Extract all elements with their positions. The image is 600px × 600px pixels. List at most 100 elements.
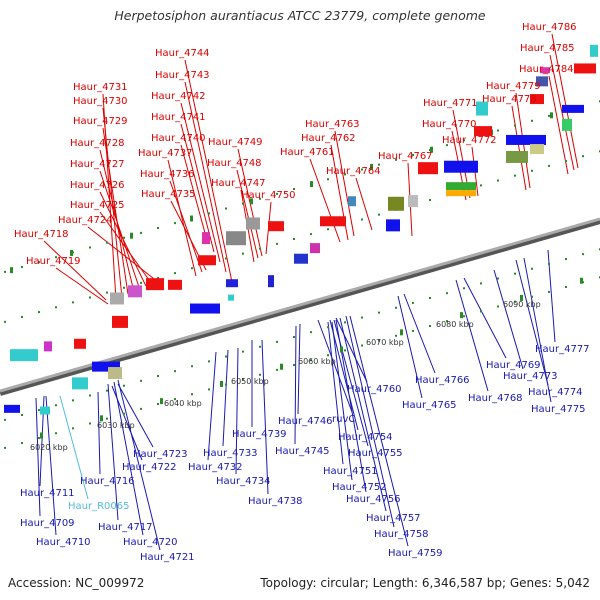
track-dot bbox=[548, 262, 550, 265]
track-dot bbox=[531, 267, 533, 270]
leader-line-bottom bbox=[547, 249, 556, 343]
kbp-tick-label: 6070 kbp bbox=[366, 338, 404, 347]
track-dot bbox=[157, 226, 159, 229]
gene-label-bottom: Haur_4755 bbox=[348, 448, 403, 459]
track-dot bbox=[21, 265, 23, 268]
leader-line-bottom bbox=[317, 319, 353, 413]
track-dot bbox=[21, 315, 23, 318]
track-dot bbox=[293, 364, 295, 367]
track-dot bbox=[191, 267, 193, 270]
gene-label-bottom: Haur_4768 bbox=[468, 393, 523, 404]
gene-label-top: Haur_4748 bbox=[207, 158, 262, 169]
track-tick bbox=[160, 398, 163, 405]
gene-reverse bbox=[108, 367, 122, 380]
gene-forward bbox=[476, 101, 488, 116]
leader-line-top bbox=[87, 226, 159, 283]
gene-label-bottom: Haur_4723 bbox=[133, 449, 188, 460]
track-dot bbox=[361, 218, 363, 221]
track-dot bbox=[106, 291, 108, 294]
track-tick bbox=[520, 294, 523, 301]
track-dot bbox=[123, 412, 125, 415]
track-dot bbox=[395, 158, 397, 161]
genome-title: Herpetosiphon aurantiacus ATCC 23779, co… bbox=[114, 8, 486, 23]
gene-label-bottom: Haur_4757 bbox=[366, 513, 421, 524]
gene-label-bottom: Haur_4733 bbox=[203, 448, 258, 459]
gene-label-top: Haur_4728 bbox=[70, 138, 125, 149]
track-dot bbox=[327, 326, 329, 329]
leader-line-bottom bbox=[294, 325, 297, 445]
track-dot bbox=[4, 418, 6, 421]
track-dot bbox=[344, 321, 346, 324]
track-dot bbox=[514, 272, 516, 275]
track-dot bbox=[242, 378, 244, 381]
leader-line-top bbox=[102, 127, 129, 295]
track-tick bbox=[310, 181, 313, 188]
track-dot bbox=[225, 257, 227, 260]
gene-forward bbox=[574, 63, 596, 74]
track-dot bbox=[361, 168, 363, 171]
gene-label-bottom: Haur_4746 bbox=[278, 416, 333, 427]
gene-forward bbox=[74, 338, 86, 349]
track-dot bbox=[429, 297, 431, 300]
gene-label-bottom: Haur_4710 bbox=[36, 537, 91, 548]
leader-line-bottom bbox=[97, 391, 101, 475]
gene-label-top: Haur_4735 bbox=[141, 189, 196, 200]
gene-reverse bbox=[386, 219, 400, 232]
track-tick bbox=[100, 415, 103, 422]
track-tick bbox=[340, 346, 343, 353]
gene-label-top: Haur_4727 bbox=[70, 159, 125, 170]
track-dot bbox=[514, 300, 516, 303]
leader-line-top bbox=[548, 75, 569, 175]
track-tick bbox=[550, 112, 553, 119]
leader-line-top bbox=[55, 267, 109, 305]
track-dot bbox=[463, 315, 465, 318]
gene-label-top: Haur_4763 bbox=[305, 119, 360, 130]
leader-line-top bbox=[169, 180, 203, 273]
track-dot bbox=[72, 427, 74, 430]
gene-label-top: Haur_4749 bbox=[208, 137, 263, 148]
gene-reverse bbox=[444, 160, 478, 173]
gene-forward bbox=[530, 94, 544, 105]
track-dot bbox=[191, 393, 193, 396]
leader-line-top bbox=[511, 105, 527, 191]
track-dot bbox=[582, 155, 584, 158]
gene-label-top: Haur_4772 bbox=[442, 135, 497, 146]
track-dot bbox=[378, 163, 380, 166]
leader-line-top bbox=[180, 123, 215, 253]
gene-label-top: Haur_4770 bbox=[422, 119, 477, 130]
track-dot bbox=[378, 213, 380, 216]
track-dot bbox=[157, 402, 159, 405]
leader-line-bottom bbox=[339, 317, 387, 512]
kbp-tick-label: 6060 kbp bbox=[298, 357, 336, 366]
gene-label-top: Haur_4740 bbox=[151, 133, 206, 144]
track-dot bbox=[38, 261, 40, 264]
track-dot bbox=[208, 360, 210, 363]
track-dot bbox=[106, 241, 108, 244]
leader-line-bottom bbox=[117, 379, 161, 551]
track-dot bbox=[531, 169, 533, 172]
leader-line-bottom bbox=[463, 277, 507, 359]
track-dot bbox=[4, 446, 6, 449]
track-tick bbox=[10, 267, 13, 274]
gene-reverse bbox=[92, 361, 120, 372]
track-dot bbox=[497, 179, 499, 182]
gene-labels: Haur_4744 Haur_4743 Haur_4742 Haur_4741 Haur… bbox=[14, 22, 590, 563]
leader-line-top bbox=[184, 81, 227, 273]
track-dot bbox=[123, 236, 125, 239]
gene-reverse bbox=[388, 196, 404, 211]
leader-line-bottom bbox=[113, 381, 144, 536]
leader-line-bottom bbox=[331, 321, 353, 481]
track-dot bbox=[242, 252, 244, 255]
gene-label-bottom: Haur_4759 bbox=[388, 548, 443, 559]
gene-label-bottom: Haur_4756 bbox=[346, 494, 401, 505]
gene-label-top: Haur_4767 bbox=[378, 151, 433, 162]
track-dot bbox=[4, 270, 6, 273]
accession-text: Accession: NC_009972 bbox=[8, 576, 145, 590]
gene-label-bottom: Haur_4773 bbox=[503, 371, 558, 382]
track-dot bbox=[395, 306, 397, 309]
gene-forward bbox=[540, 67, 550, 74]
gene-label-bottom: Haur_4769 bbox=[486, 360, 541, 371]
track-tick bbox=[370, 163, 373, 170]
leader-line-top bbox=[167, 159, 197, 277]
leader-line-top bbox=[180, 144, 209, 245]
